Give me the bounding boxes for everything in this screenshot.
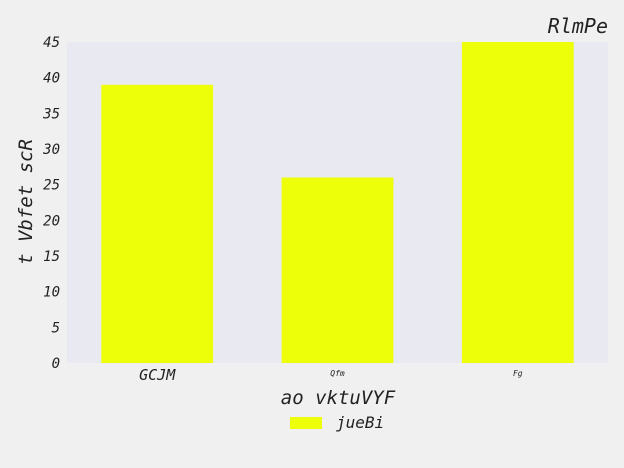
y-tick-label: 45 [43, 35, 60, 51]
y-tick-label: 35 [42, 106, 60, 122]
y-tick-label: 5 [52, 320, 60, 336]
legend: jueBi [290, 413, 384, 432]
legend-swatch-jueBi [290, 417, 322, 429]
bar-Qfm [281, 177, 394, 363]
y-axis-title: t Vbfet scR [15, 139, 37, 265]
legend-label-jueBi: jueBi [336, 413, 384, 432]
y-tick-label: 30 [42, 142, 60, 158]
bar-GCJM [101, 84, 214, 364]
y-tick-labels: 0 5 10 15 20 25 30 35 40 45 [42, 35, 60, 372]
y-tick-label: 15 [43, 249, 60, 265]
bars-group [101, 42, 574, 364]
y-tick-label: 20 [43, 213, 60, 229]
x-tick-labels: GCJM Qfm Fg [139, 366, 523, 384]
bar-Fg [461, 42, 574, 363]
x-tick-label-Qfm: Qfm [330, 369, 345, 378]
y-tick-label: 25 [43, 178, 60, 194]
chart-title: RlmPe [548, 14, 608, 38]
x-tick-label-Fg: Fg [513, 369, 523, 378]
y-tick-label: 40 [43, 71, 60, 87]
x-axis-title: ao vktuVYF [281, 387, 396, 409]
x-tick-label-GCJM: GCJM [139, 366, 176, 384]
y-tick-label: 10 [43, 285, 60, 301]
y-tick-label: 0 [52, 356, 60, 372]
